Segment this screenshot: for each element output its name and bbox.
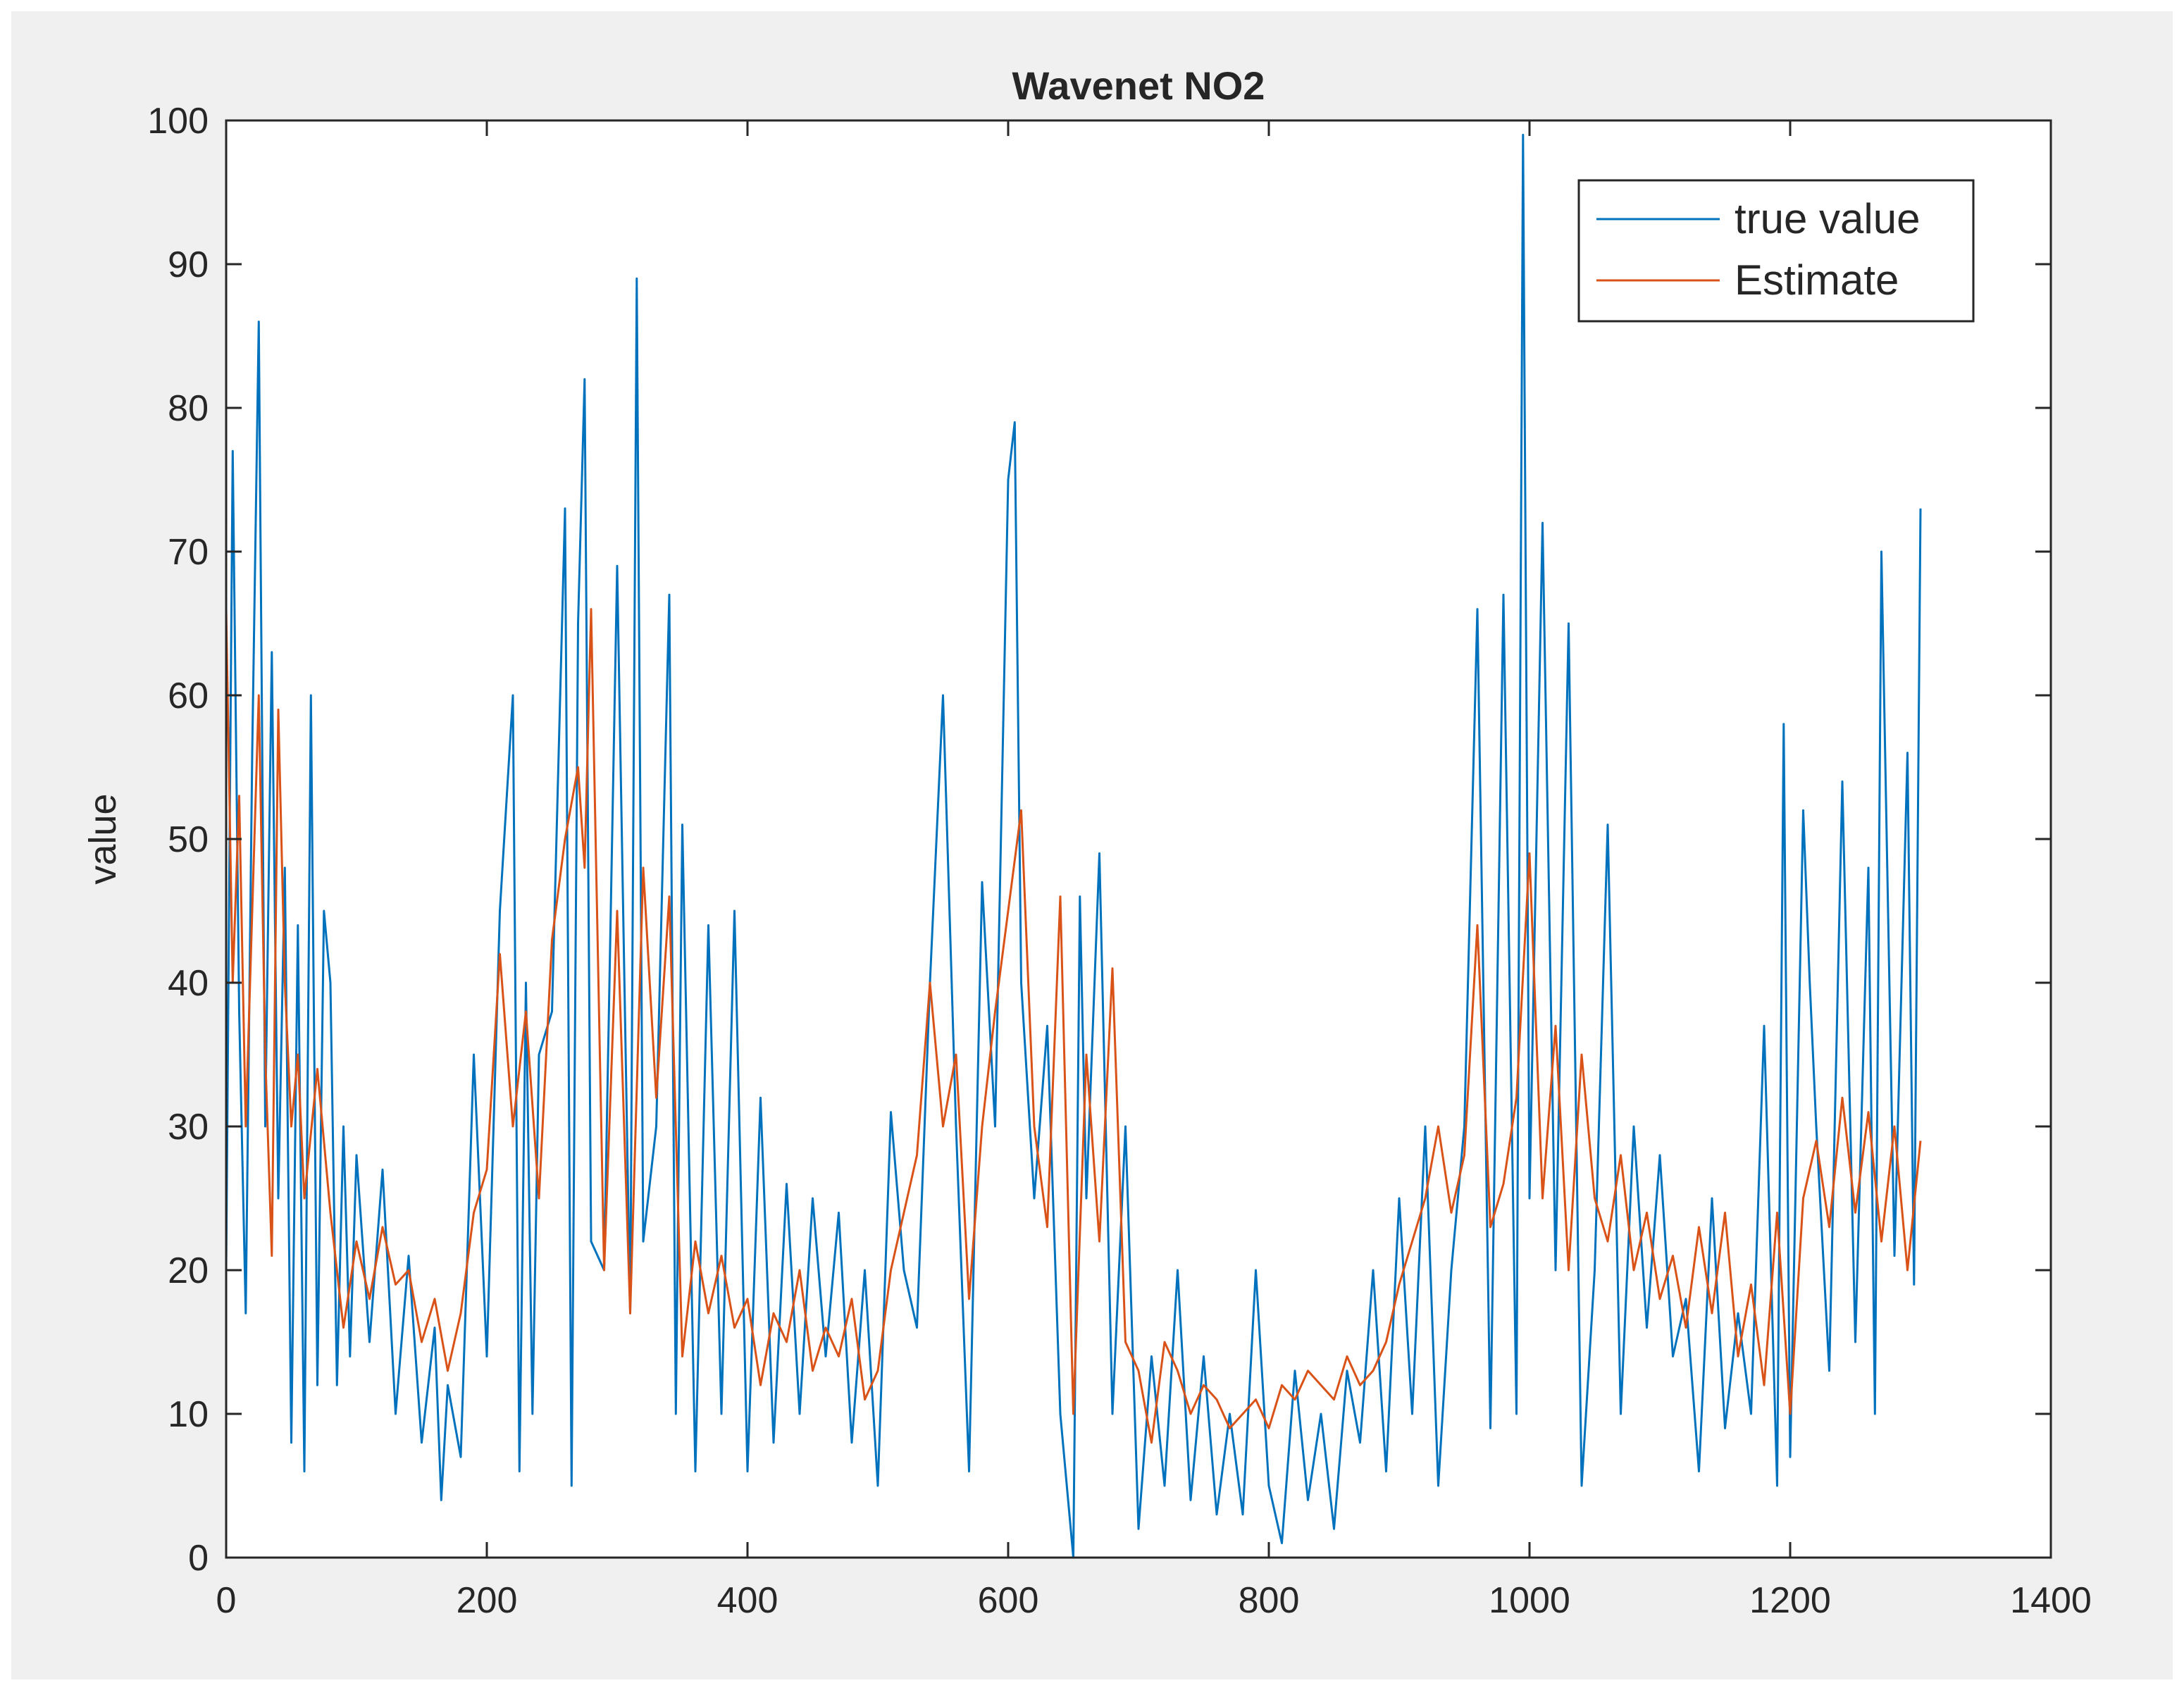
y-tick-label: 20 [168, 1250, 209, 1291]
x-tick-label: 400 [717, 1580, 778, 1621]
x-tick-label: 200 [457, 1580, 518, 1621]
y-tick-label: 50 [168, 819, 209, 860]
y-tick-label: 10 [168, 1394, 209, 1435]
series-layer [225, 133, 1922, 1559]
x-tick-label: 1000 [1489, 1580, 1570, 1621]
tick-layer: 0 200 400 600 800 1000 1200 1400 0 10 20 30 40 50 60 70… [147, 101, 2092, 1621]
y-tick-label: 70 [168, 532, 209, 573]
series-line-estimate [225, 608, 1922, 1444]
axes-box [225, 119, 2052, 1559]
legend-box [1577, 179, 1975, 323]
y-tick-label: 60 [168, 676, 209, 716]
x-tick-label: 600 [978, 1580, 1039, 1621]
legend: true value Estimate [1577, 179, 1975, 323]
line-chart: 0 200 400 600 800 1000 1200 1400 0 10 20 30 40 50 60 70… [82, 63, 2092, 1621]
series-line-true-value [225, 133, 1922, 1559]
y-tick-label: 90 [168, 244, 209, 285]
x-tick-label: 1400 [2010, 1580, 2092, 1621]
plot-area [226, 120, 2051, 1558]
y-tick-label: 80 [168, 388, 209, 429]
y-tick-label: 100 [147, 101, 209, 142]
legend-label-estimate: Estimate [1735, 256, 1899, 304]
y-tick-label: 0 [188, 1538, 209, 1579]
chart-title: Wavenet NO2 [1012, 63, 1265, 108]
y-tick-label: 30 [168, 1107, 209, 1148]
x-tick-label: 0 [216, 1580, 237, 1621]
x-tick-label: 1200 [1749, 1580, 1831, 1621]
y-tick-label: 40 [168, 963, 209, 1004]
x-tick-label: 800 [1239, 1580, 1300, 1621]
legend-label-true-value: true value [1735, 195, 1921, 242]
y-axis-label: value [82, 793, 124, 884]
